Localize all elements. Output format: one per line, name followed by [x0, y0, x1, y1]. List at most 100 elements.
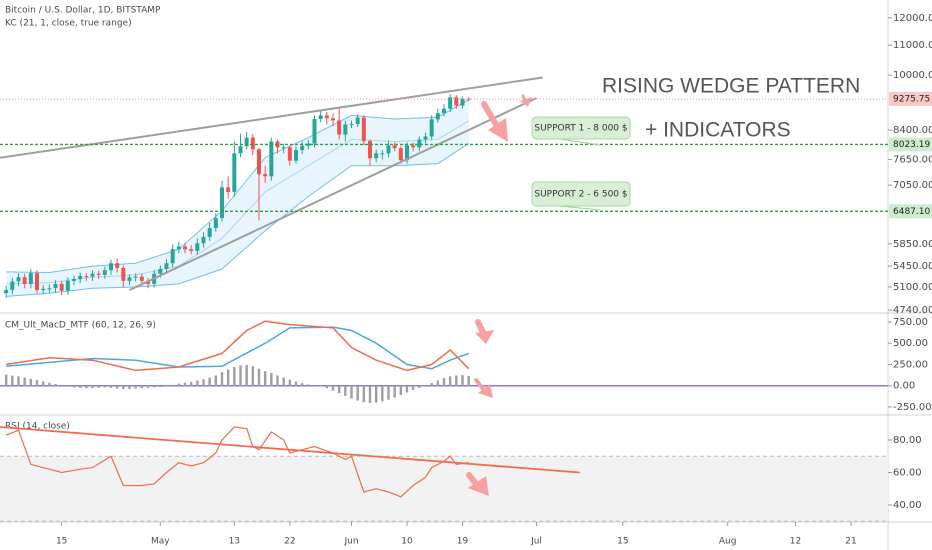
candle-body [294, 150, 298, 161]
histogram-bar [208, 377, 211, 386]
histogram-bar [300, 383, 304, 386]
histogram-bar [387, 385, 390, 400]
histogram-bar [171, 384, 174, 386]
candle-body [392, 145, 397, 149]
histogram-bar [128, 385, 131, 390]
candle-body [423, 136, 428, 140]
arrows [466, 94, 532, 496]
histogram-bar [418, 385, 421, 388]
candle-body [306, 143, 311, 146]
histogram-bar [245, 364, 248, 386]
candle-body [324, 115, 329, 119]
candle-body [65, 280, 70, 291]
histogram-bar [202, 379, 205, 386]
histogram-bar [122, 385, 125, 390]
candle-body [226, 187, 231, 192]
candle-body [16, 277, 21, 282]
histogram-bar [72, 385, 76, 388]
histogram-bar [11, 375, 14, 386]
x-tick-label: 19 [457, 537, 469, 547]
histogram-bar [344, 385, 347, 396]
histogram-bar [91, 385, 94, 389]
arrow-head [475, 330, 494, 344]
x-tick-label: May [151, 537, 170, 547]
candle-body [429, 119, 434, 137]
candle-body [343, 124, 348, 135]
histogram-bar [325, 385, 329, 389]
x-tick-label: Jul [530, 537, 542, 547]
y-tick-label: 80.00 [893, 435, 922, 446]
keltner-upper [6, 99, 469, 274]
candle-body [10, 281, 15, 291]
candle-body [374, 153, 379, 159]
candle-body [398, 148, 403, 161]
histogram-bar [54, 384, 57, 386]
histogram-bar [288, 379, 292, 386]
candle-body [115, 263, 120, 268]
y-tick-label: -250.00 [893, 402, 932, 413]
candle-body [300, 145, 305, 151]
histogram-bar [152, 385, 156, 388]
histogram-bar [239, 365, 242, 386]
y-tick-label: 0.00 [893, 381, 915, 392]
candle-body [386, 145, 391, 154]
histogram-bar [146, 385, 150, 388]
candle-body [250, 137, 255, 150]
candle-body [102, 270, 107, 275]
histogram-bar [85, 385, 88, 389]
candle-body [312, 118, 317, 144]
histogram-bar [66, 385, 70, 387]
macd-line [6, 326, 469, 370]
histogram-bar [17, 376, 20, 386]
candle-body [460, 98, 465, 106]
candle-body [454, 97, 459, 106]
candle-body [47, 288, 52, 290]
histogram-bar [399, 385, 403, 396]
histogram-bar [467, 375, 470, 386]
x-tick-label: 15 [617, 537, 628, 547]
candle-body [263, 174, 268, 177]
candle-body [448, 97, 453, 109]
histogram-bar [393, 385, 396, 398]
histogram-bar [78, 385, 82, 388]
indicator-label: RSI (14, close) [5, 422, 70, 432]
candle-body [59, 283, 64, 291]
callout [559, 138, 601, 146]
histogram-bar [405, 385, 409, 393]
macd-line [6, 320, 470, 372]
histogram-bar [196, 380, 199, 386]
rsi-band [0, 456, 888, 522]
histogram-bar [461, 375, 464, 386]
candle-body [257, 149, 261, 175]
support-label: SUPPORT 1 - 8 000 $ [534, 124, 627, 134]
keltner-fill [6, 99, 469, 297]
y-tick-label: 5100.00 [893, 282, 932, 293]
chart-title: Bitcoin / U.S. Dollar, 1D, BITSTAMP [5, 6, 161, 16]
candle-body [368, 141, 372, 159]
histogram-bar [374, 385, 378, 403]
histogram-bar [455, 375, 458, 386]
histogram-bar [257, 368, 261, 386]
candle-body [411, 145, 416, 148]
y-tick-label: 750.00 [893, 317, 928, 328]
histogram-bar [115, 385, 119, 389]
histogram-bar [29, 378, 33, 386]
y-tick-label: 10000.00 [893, 70, 932, 81]
price-tag-label: 9275.75 [893, 94, 930, 104]
candle-body [35, 273, 39, 291]
indicator-label: CM_Ult_MacD_MTF (60, 12, 26, 9) [5, 321, 156, 331]
arrow [474, 378, 486, 392]
x-tick-label: Jun [343, 537, 358, 547]
y-tick-label: 250.00 [893, 359, 928, 370]
histogram-bar [226, 369, 230, 386]
candle-body [121, 267, 126, 281]
candle-body [109, 263, 113, 271]
candle-body [349, 124, 354, 126]
histogram-bar [356, 385, 359, 401]
candle-body [405, 145, 409, 161]
histogram-bar [35, 380, 39, 386]
annotation: RISING WEDGE PATTERN [602, 75, 860, 98]
candle-body [28, 273, 33, 284]
histogram-bar [220, 372, 224, 386]
histogram-bar [381, 385, 384, 402]
